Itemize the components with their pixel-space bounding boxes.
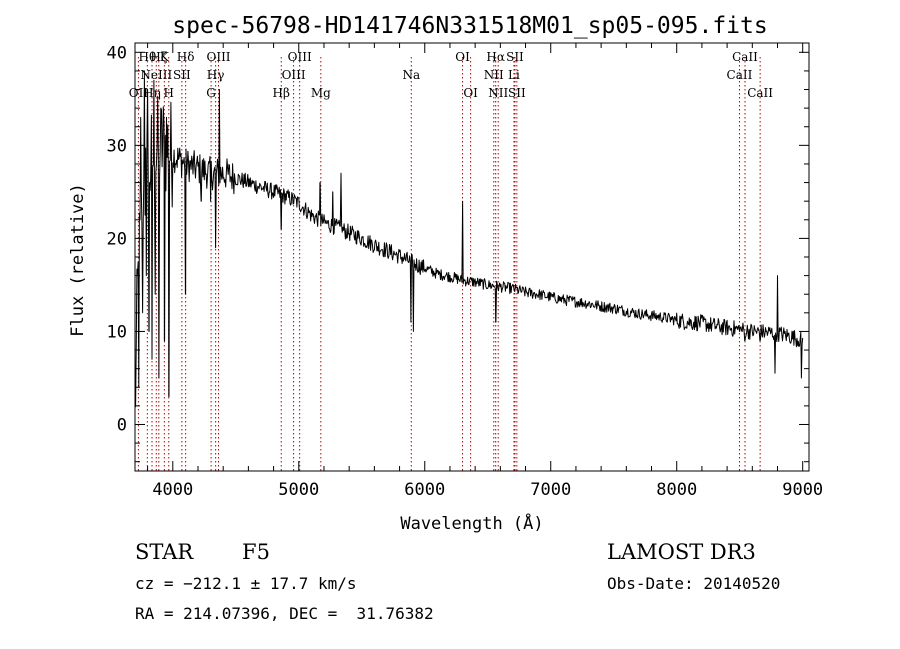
line-marker-label: CaII [747, 86, 773, 100]
line-marker-label: H [164, 86, 174, 100]
line-marker-label: Na [402, 68, 420, 82]
x-tick-label: 4000 [152, 480, 193, 500]
line-marker-label: Mg [311, 86, 331, 100]
x-tick-label: 6000 [404, 480, 445, 500]
line-marker-label: CaII [727, 68, 753, 82]
line-marker-label: OIII [288, 50, 312, 64]
line-marker-label: OIII [282, 68, 306, 82]
line-marker-label: NII [484, 68, 504, 82]
line-marker-label: G [206, 86, 216, 100]
line-marker-label: NeIII [140, 68, 172, 82]
spectrum-series [134, 70, 804, 408]
line-marker-label: K [160, 50, 170, 64]
chart-title: spec-56798-HD141746N331518M01_sp05-095.f… [172, 13, 767, 39]
coordinates: RA = 214.07396, DEC = 31.76382 [135, 604, 434, 623]
y-tick-label: 30 [107, 136, 127, 156]
observation-date: Obs-Date: 20140520 [607, 574, 781, 593]
line-marker-label: OI [463, 86, 478, 100]
line-marker-label: SII [173, 68, 191, 82]
spectrum-line [134, 70, 804, 408]
redshift-velocity: cz = −212.1 ± 17.7 km/s [135, 574, 357, 593]
axes: 4000 5000 6000 7000 8000 9000 0 10 20 30 40 [107, 43, 823, 500]
line-marker-label: Hγ [207, 68, 225, 82]
line-marker-label: SII [508, 86, 526, 100]
x-tick-label: 9000 [782, 480, 823, 500]
x-tick-label: 7000 [530, 480, 571, 500]
plot-frame [134, 42, 810, 472]
x-tick-label: 8000 [656, 480, 697, 500]
line-marker-label: CaII [732, 50, 758, 64]
line-marker-label: Hζ [150, 50, 167, 64]
line-marker-label: SII [506, 50, 524, 64]
y-tick-label: 40 [107, 43, 127, 63]
line-marker-label: OIII [206, 50, 230, 64]
line-markers: OIIHθHηNeIIIHζKHSIIHδGHγOIIIHβOIIIOIIIMg… [129, 50, 773, 471]
line-marker-label: Hα [486, 50, 505, 64]
line-marker-label: Li [508, 68, 520, 82]
x-tick-label: 5000 [278, 480, 319, 500]
line-marker-label: OII [129, 86, 149, 100]
line-marker-label: Hδ [177, 50, 195, 64]
x-axis-label: Wavelength (Å) [400, 512, 543, 534]
survey-name: LAMOST DR3 [607, 540, 756, 564]
y-tick-label: 10 [107, 322, 127, 342]
line-marker-label: Hθ [138, 50, 156, 64]
subclass: F5 [242, 540, 270, 564]
y-tick-label: 20 [107, 229, 127, 249]
y-tick-label: 0 [117, 415, 127, 435]
line-marker-label: OI [455, 50, 470, 64]
y-axis-label: Flux (relative) [68, 183, 88, 337]
object-class: STAR [135, 540, 194, 564]
line-marker-label: Hβ [273, 86, 290, 100]
line-marker-label: NII [488, 86, 508, 100]
